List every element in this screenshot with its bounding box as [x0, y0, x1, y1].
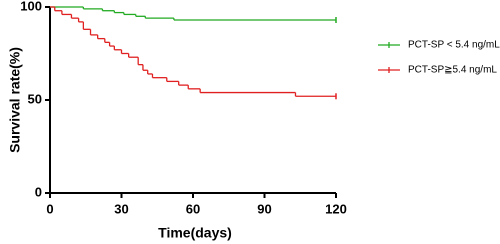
y-axis-label: Survival rate(%)	[7, 47, 23, 153]
x-tick-label: 30	[114, 201, 128, 216]
x-axis-label: Time(days)	[158, 225, 232, 241]
x-tick-label: 0	[46, 201, 53, 216]
legend-label: PCT-SP≧5.4 ng/mL	[408, 65, 497, 76]
legend-label: PCT-SP < 5.4 ng/mL	[408, 40, 500, 51]
x-tick-label: 120	[325, 201, 347, 216]
y-tick-label: 50	[28, 91, 42, 106]
x-tick-label: 90	[257, 201, 271, 216]
x-tick-label: 60	[186, 201, 200, 216]
y-tick-label: 0	[35, 184, 42, 199]
y-tick-label: 100	[20, 0, 42, 13]
